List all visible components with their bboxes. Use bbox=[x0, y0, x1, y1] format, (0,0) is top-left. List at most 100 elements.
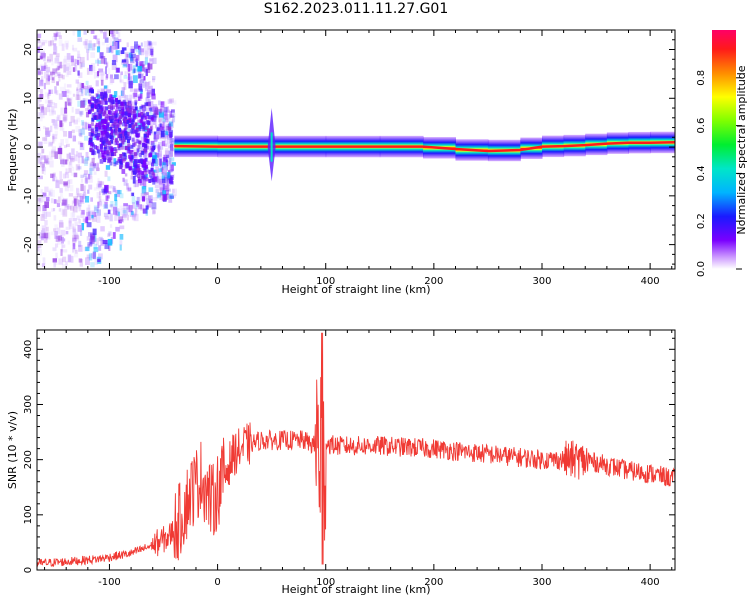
spectrogram-cell bbox=[156, 109, 161, 115]
spectrogram-cell bbox=[165, 148, 168, 155]
spectrogram-cell bbox=[122, 94, 127, 102]
spectrogram-cell bbox=[97, 41, 101, 49]
spectrogram-cell bbox=[126, 64, 129, 71]
spectrogram-cell bbox=[85, 80, 89, 86]
spectrogram-cell bbox=[52, 172, 56, 177]
colorbar-tick-label: 0.2 bbox=[696, 213, 707, 229]
spectrogram-cell bbox=[37, 38, 41, 44]
spectrogram-cell bbox=[53, 260, 57, 268]
spectrogram-cell bbox=[56, 203, 61, 208]
spectrogram-cell bbox=[108, 158, 112, 163]
spectrogram-cell bbox=[82, 98, 86, 102]
spectrogram-cell bbox=[42, 39, 48, 44]
spectrogram-cell bbox=[137, 65, 143, 72]
spectrogram-cell bbox=[75, 125, 80, 132]
spectrogram-cell bbox=[69, 161, 72, 166]
spectrogram-cell bbox=[115, 67, 120, 73]
spectrogram-cell bbox=[155, 188, 159, 194]
spectrogram-cell bbox=[62, 256, 67, 263]
spectrogram-y-tick-label: 0 bbox=[23, 144, 34, 150]
spectrogram-cell bbox=[38, 98, 41, 103]
spectrogram-cell bbox=[73, 196, 78, 204]
spectrogram-cell bbox=[72, 217, 77, 222]
spectrogram-cell bbox=[109, 204, 113, 208]
spectrogram-cell bbox=[89, 88, 93, 93]
spectrogram-cell bbox=[161, 172, 166, 180]
spectrogram-cell bbox=[89, 236, 95, 245]
spectrogram-cell bbox=[119, 143, 123, 148]
spectrogram-cell bbox=[162, 184, 165, 192]
spectrogram-cell bbox=[96, 38, 100, 45]
spectrogram-cell bbox=[149, 108, 153, 116]
spectrogram-cell bbox=[108, 140, 112, 145]
spectrogram-cell bbox=[112, 137, 115, 145]
spectrogram-cell bbox=[93, 35, 97, 39]
spectrogram-cell bbox=[154, 175, 159, 184]
spectrogram-cell bbox=[41, 166, 44, 174]
spectrogram-cell bbox=[127, 126, 132, 134]
spectrogram-cell bbox=[117, 134, 121, 139]
spectrogram-cell bbox=[143, 67, 148, 73]
spectrogram-cell bbox=[72, 166, 75, 172]
spectrogram-cell bbox=[65, 143, 70, 147]
spectrogram-cell bbox=[145, 177, 149, 182]
spectrogram-cell bbox=[158, 191, 164, 197]
spectrogram-cell bbox=[159, 123, 162, 129]
spectrogram-cell bbox=[114, 213, 118, 221]
spectrogram-cell bbox=[111, 30, 115, 34]
spectrogram-cell bbox=[106, 150, 110, 155]
spectrogram-cell bbox=[171, 119, 174, 124]
spectrogram-cell bbox=[53, 228, 57, 232]
spectrogram-cell bbox=[40, 63, 45, 68]
spectrogram-cell bbox=[168, 123, 172, 131]
spectrogram-cell bbox=[110, 124, 114, 129]
spectrogram-cell bbox=[150, 176, 154, 181]
spectrogram-cell bbox=[70, 256, 74, 263]
spectrogram-cell bbox=[96, 215, 101, 223]
spectrogram-cell bbox=[72, 30, 76, 36]
spectrogram-cell bbox=[65, 230, 69, 235]
spectrogram-cell bbox=[98, 121, 102, 126]
spectrogram-cell bbox=[73, 253, 79, 258]
spectrogram-cell bbox=[106, 127, 110, 132]
spectrogram-cell bbox=[52, 70, 56, 75]
spectrogram-cell bbox=[114, 102, 118, 107]
snr-panel: -100 0 100 200 300 400 0 100 200 300 400 Height o… bbox=[6, 329, 676, 596]
spectrogram-cell bbox=[119, 79, 124, 84]
spectrogram-cell bbox=[40, 155, 46, 160]
spectrogram-cell bbox=[126, 204, 130, 210]
spectrogram-cell bbox=[132, 75, 138, 84]
spectrogram-cell bbox=[139, 175, 142, 181]
spectrogram-cell bbox=[51, 106, 55, 113]
spectrogram-cell bbox=[80, 88, 84, 97]
spectrogram-cell bbox=[145, 208, 149, 216]
spectrogram-cell bbox=[53, 68, 59, 73]
spectrogram-cell bbox=[129, 48, 133, 52]
spectrogram-cell bbox=[95, 145, 99, 150]
spectrogram-cell bbox=[163, 113, 168, 120]
spectrogram-cell bbox=[138, 178, 142, 184]
spectrogram-cell bbox=[93, 205, 99, 214]
spectrogram-cell bbox=[75, 164, 81, 171]
spectrogram-cell bbox=[43, 166, 46, 175]
spectrogram-cell bbox=[77, 141, 82, 145]
spectrogram-cell bbox=[43, 125, 46, 130]
spectrogram-cell bbox=[46, 232, 51, 240]
colorbar-label: Normalized spectral amplitude bbox=[735, 65, 748, 234]
spectrogram-cell bbox=[58, 142, 62, 151]
spectrogram-cell bbox=[68, 131, 72, 139]
spectrogram-cell bbox=[129, 129, 133, 134]
spectrogram-cell bbox=[70, 55, 74, 63]
spectrogram-cell bbox=[130, 144, 134, 149]
spectrogram-cell bbox=[83, 159, 89, 164]
spectrogram-cell bbox=[166, 113, 171, 120]
spectrogram-cell bbox=[157, 144, 160, 152]
spectrogram-cell bbox=[61, 243, 64, 252]
spectrogram-cell bbox=[68, 161, 73, 168]
spectrogram-cell bbox=[97, 201, 100, 209]
spectrogram-cell bbox=[88, 124, 92, 129]
spectrogram-cell bbox=[169, 166, 172, 173]
spectrogram-cell bbox=[110, 104, 114, 109]
spectrogram-cell bbox=[107, 110, 111, 115]
spectrogram-cell bbox=[58, 39, 63, 47]
